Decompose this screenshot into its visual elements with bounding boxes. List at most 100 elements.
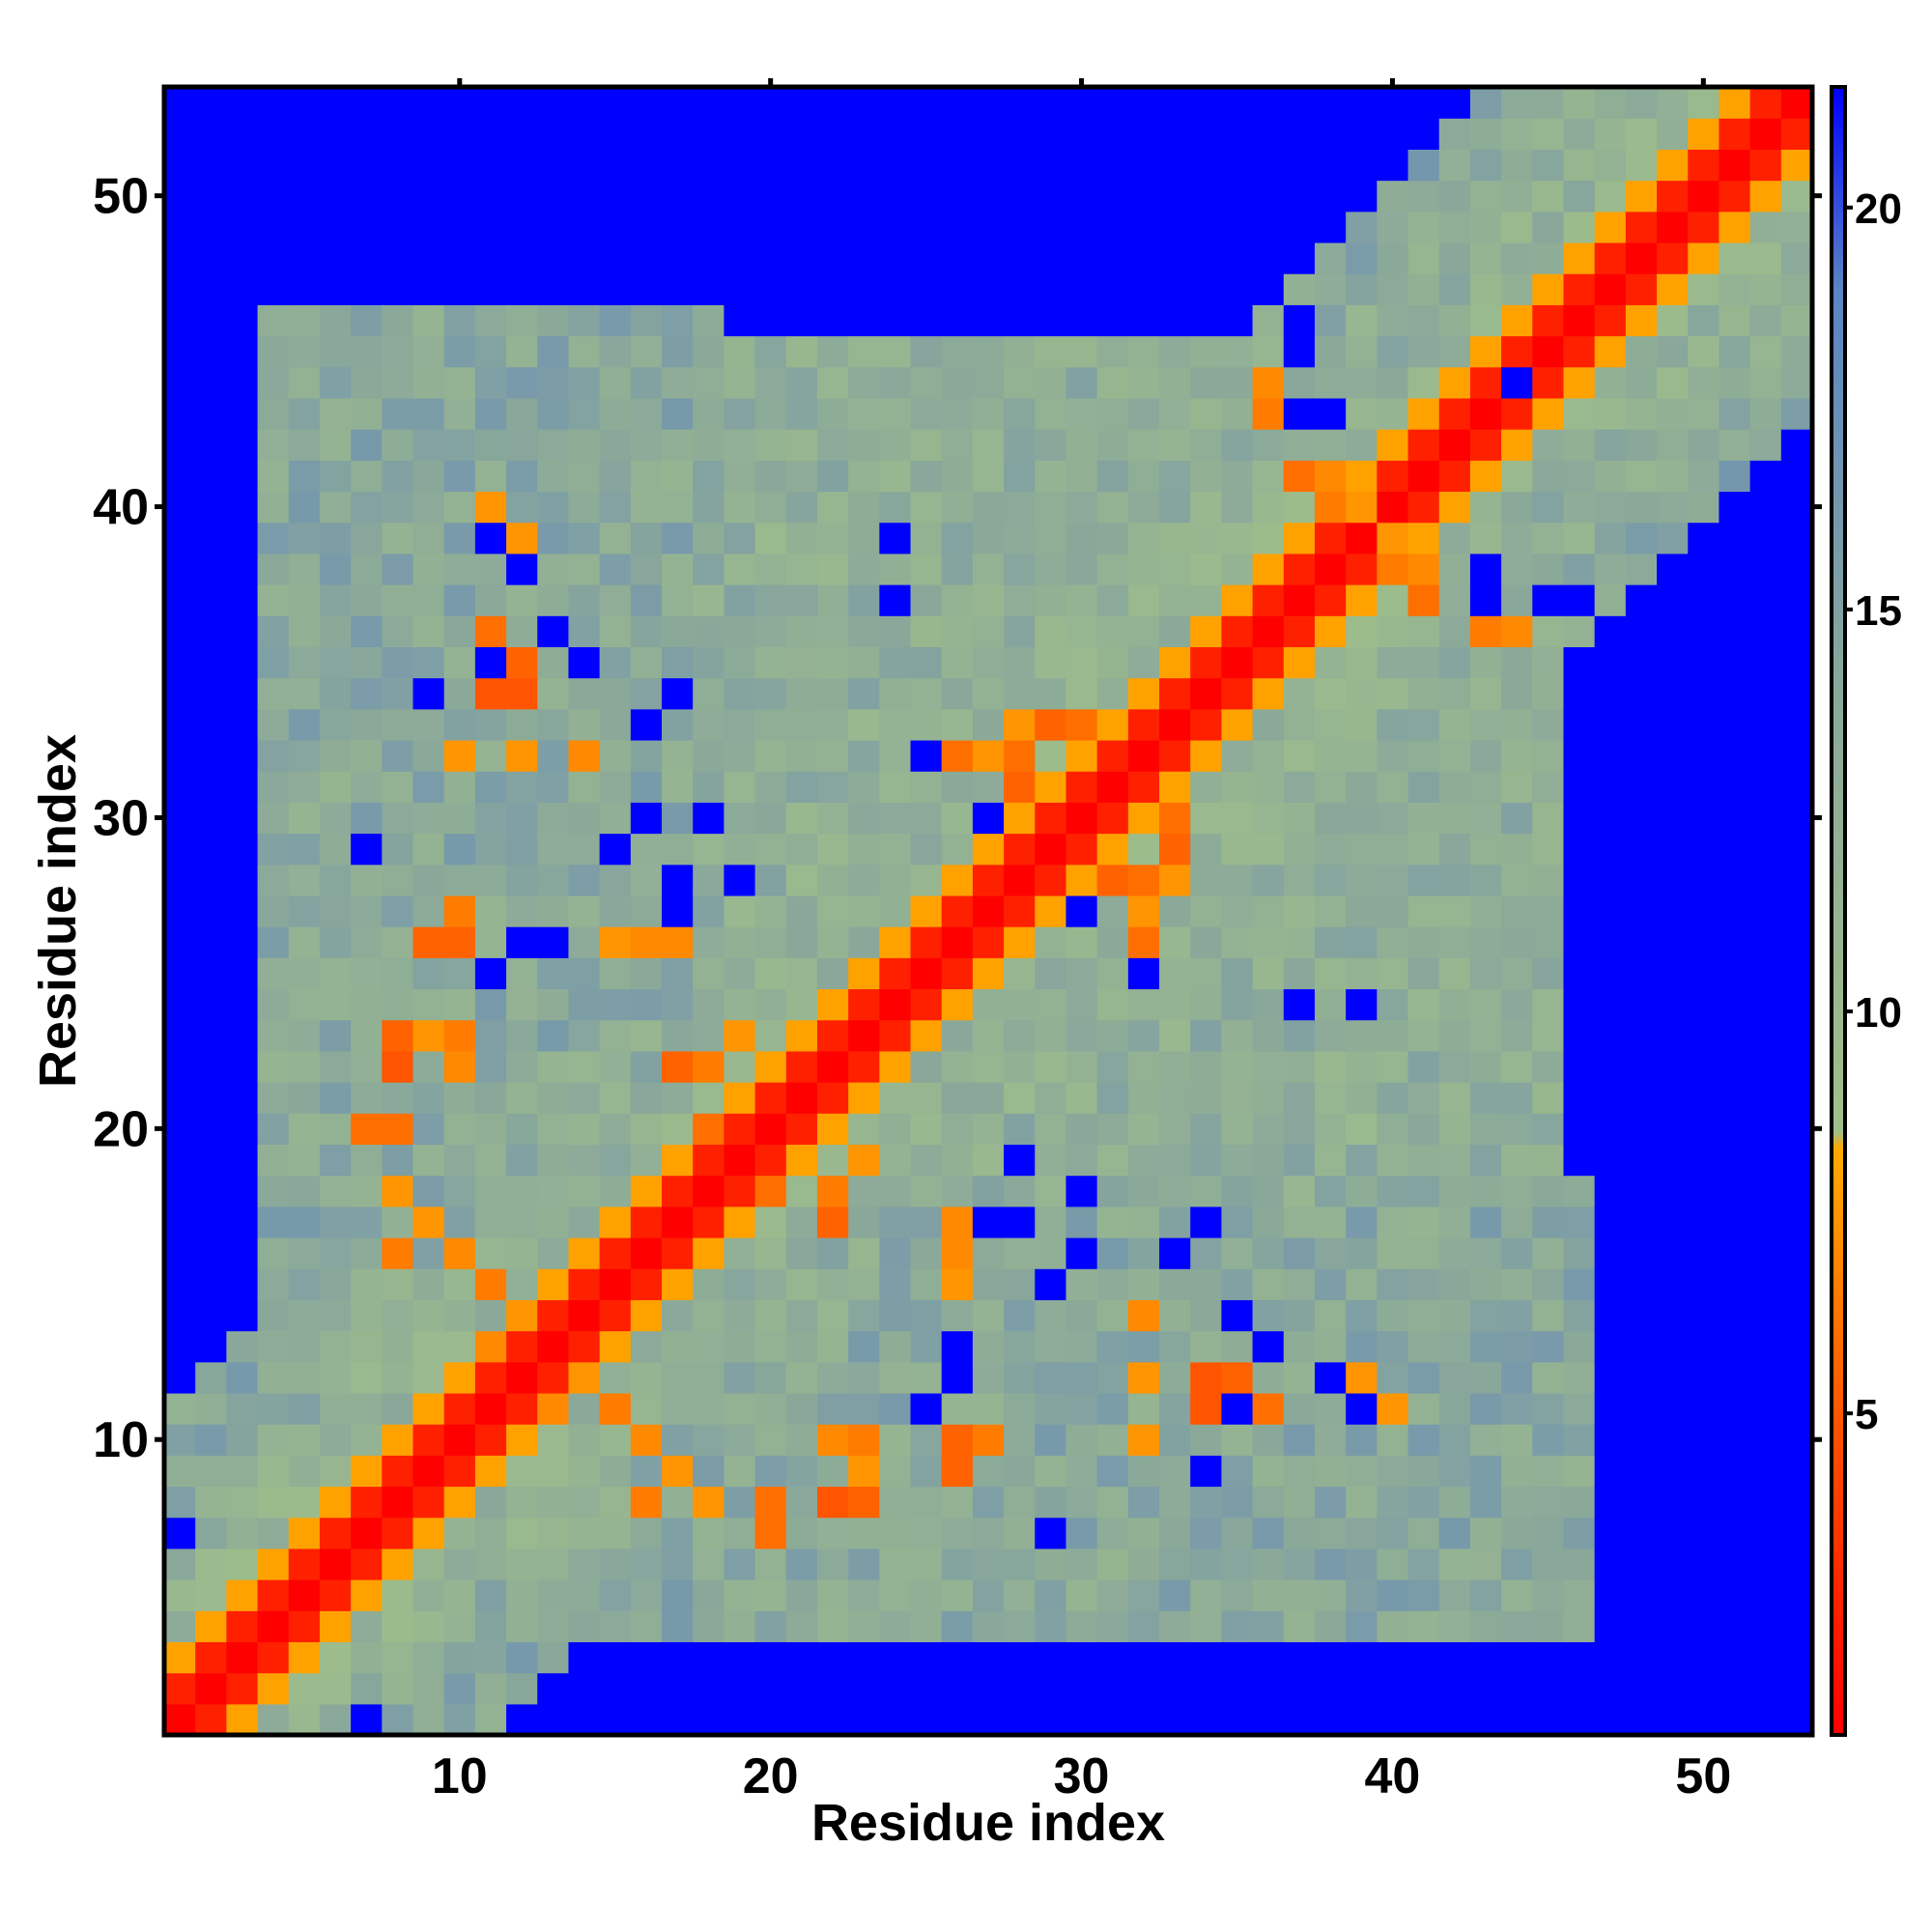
heatmap-cell — [1346, 1610, 1378, 1643]
heatmap-cell — [226, 87, 259, 119]
heatmap-cell — [1749, 429, 1782, 461]
heatmap-cell — [630, 242, 663, 274]
heatmap-cell — [910, 1206, 943, 1238]
heatmap-cell — [1096, 957, 1129, 990]
heatmap-cell — [382, 211, 414, 243]
heatmap-cell — [1283, 957, 1316, 990]
heatmap-cell — [1065, 1392, 1098, 1425]
heatmap-cell — [1127, 615, 1160, 647]
heatmap-cell — [1065, 1361, 1098, 1394]
heatmap-cell — [1625, 491, 1658, 524]
heatmap-cell — [630, 1268, 663, 1300]
heatmap-cell — [785, 771, 818, 803]
heatmap-cell — [1563, 273, 1596, 305]
heatmap-cell — [1065, 335, 1098, 368]
heatmap-cell — [506, 149, 538, 182]
heatmap-cell — [1719, 429, 1751, 461]
heatmap-cell — [474, 771, 507, 803]
heatmap-cell — [1159, 1486, 1191, 1519]
heatmap-cell — [382, 1517, 414, 1549]
heatmap-cell — [474, 864, 507, 896]
heatmap-cell — [1749, 771, 1782, 803]
heatmap-cell — [1657, 211, 1689, 243]
heatmap-cell — [257, 1361, 290, 1394]
heatmap-cell — [879, 1206, 912, 1238]
heatmap-cell — [1719, 1144, 1751, 1177]
heatmap-cell — [1314, 1672, 1347, 1705]
heatmap-cell — [319, 1392, 352, 1425]
heatmap-cell — [754, 1175, 787, 1208]
heatmap-cell — [941, 1548, 974, 1580]
heatmap-cell — [1283, 1610, 1316, 1643]
heatmap-cell — [537, 1175, 570, 1208]
heatmap-cell — [382, 87, 414, 119]
heatmap-cell — [288, 1236, 321, 1269]
heatmap-cell — [848, 1610, 880, 1643]
heatmap-cell — [474, 273, 507, 305]
heatmap-cell — [1035, 1268, 1067, 1300]
heatmap-cell — [693, 87, 724, 119]
heatmap-cell — [1749, 366, 1782, 399]
heatmap-cell — [1221, 739, 1254, 772]
heatmap-cell — [412, 646, 445, 679]
heatmap-cell — [257, 771, 290, 803]
heatmap-cell — [537, 491, 570, 524]
heatmap-cell — [754, 460, 787, 493]
heatmap-cell — [630, 180, 663, 213]
heatmap-cell — [288, 118, 321, 150]
heatmap-cell — [1096, 1050, 1129, 1083]
heatmap-cell — [972, 211, 1005, 243]
heatmap-cell — [1749, 646, 1782, 679]
heatmap-cell — [506, 1424, 538, 1456]
heatmap-cell — [1469, 1236, 1502, 1269]
heatmap-cell — [754, 1113, 787, 1146]
heatmap-cell — [1004, 1486, 1036, 1519]
heatmap-cell — [630, 429, 663, 461]
heatmap-cell — [537, 460, 570, 493]
heatmap-cell — [319, 1703, 352, 1736]
heatmap-cell — [412, 1610, 445, 1643]
heatmap-cell — [1657, 149, 1689, 182]
heatmap-cell — [1283, 1050, 1316, 1083]
heatmap-cell — [351, 429, 383, 461]
heatmap-cell — [1657, 1548, 1689, 1580]
heatmap-cell — [630, 1019, 663, 1052]
heatmap-cell — [537, 1268, 570, 1300]
heatmap-cell — [474, 1082, 507, 1114]
heatmap-cell — [1314, 1144, 1347, 1177]
heatmap-cell — [1532, 771, 1565, 803]
heatmap-cell — [662, 1579, 694, 1611]
heatmap-cell — [1252, 739, 1285, 772]
heatmap-cell — [1749, 1330, 1782, 1363]
heatmap-cell — [164, 1455, 196, 1488]
heatmap-cell — [226, 149, 259, 182]
heatmap-cell — [288, 957, 321, 990]
heatmap-cell — [1657, 180, 1689, 213]
heatmap-cell — [693, 739, 724, 772]
heatmap-cell — [1749, 1236, 1782, 1269]
heatmap-cell — [474, 1579, 507, 1611]
heatmap-cell — [1252, 1175, 1285, 1208]
heatmap-cell — [1096, 211, 1129, 243]
heatmap-cell — [1127, 926, 1160, 958]
heatmap-cell — [506, 1455, 538, 1488]
heatmap-cell — [972, 87, 1005, 119]
heatmap-cell — [1221, 895, 1254, 927]
heatmap-cell — [506, 739, 538, 772]
heatmap-cell — [1190, 833, 1223, 866]
heatmap-cell — [1065, 522, 1098, 554]
heatmap-cell — [1563, 1050, 1596, 1083]
heatmap-cell — [1438, 739, 1471, 772]
heatmap-cell — [630, 584, 663, 616]
heatmap-cell — [537, 1641, 570, 1674]
heatmap-cell — [599, 646, 632, 679]
heatmap-cell — [568, 1361, 601, 1394]
heatmap-cell — [941, 864, 974, 896]
heatmap-cell — [630, 1392, 663, 1425]
heatmap-cell — [1563, 1486, 1596, 1519]
heatmap-cell — [1438, 1175, 1471, 1208]
heatmap-cell — [1252, 1330, 1285, 1363]
heatmap-cell — [1594, 677, 1627, 710]
heatmap-cell — [1096, 895, 1129, 927]
heatmap-cell — [1594, 988, 1627, 1021]
